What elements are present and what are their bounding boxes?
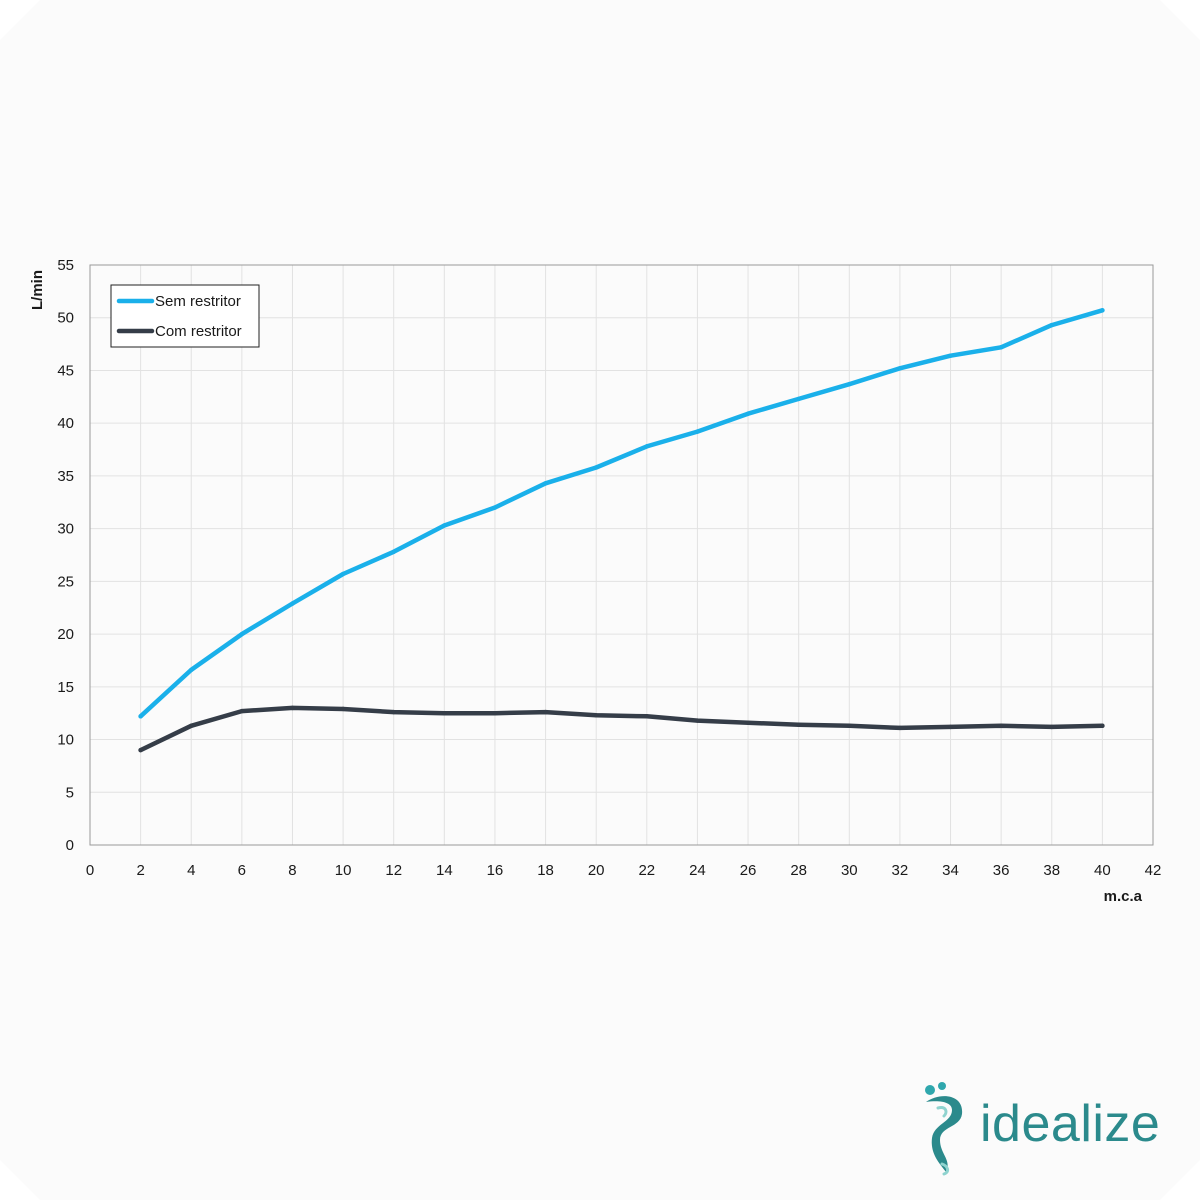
data-point [1049,724,1054,730]
data-point [138,747,143,753]
legend-label-com-restritor: Com restritor [155,323,242,340]
data-point [644,714,650,719]
data-point [847,723,852,729]
data-point [239,708,245,714]
y-axis-tick-labels: 0 5 10 15 20 25 30 35 40 45 50 55 [57,257,74,854]
data-point [998,723,1004,729]
data-point [745,411,751,416]
x-tick-label: 2 [136,862,144,879]
brand-name: idealize [980,1095,1161,1153]
y-tick-label: 10 [57,732,74,749]
x-tick-label: 38 [1043,862,1060,879]
y-tick-label: 55 [57,257,74,274]
chart-grid [89,264,1154,846]
legend-box [110,284,260,348]
x-tick-label: 22 [638,862,655,879]
series-line-com-restritor [138,705,1105,753]
y-tick-label: 35 [57,468,74,485]
y-tick-label: 0 [66,837,74,854]
data-point [998,345,1004,350]
data-point [492,505,498,510]
data-point [695,718,700,723]
data-point [543,709,548,715]
data-point [239,631,245,637]
x-tick-label: 0 [86,862,94,879]
x-tick-label: 34 [942,862,959,879]
data-point [290,601,295,606]
data-point [1100,723,1105,729]
x-tick-label: 36 [993,862,1010,879]
data-point [290,705,295,711]
chart-series [138,308,1105,753]
x-tick-label: 24 [689,862,706,879]
y-tick-label: 25 [57,573,74,590]
x-tick-label: 30 [841,862,858,879]
data-point [442,710,447,716]
data-point [391,709,396,715]
x-tick-label: 8 [288,862,296,879]
y-tick-label: 40 [57,415,74,432]
data-point [340,706,346,712]
data-point [948,724,953,730]
data-point [644,444,650,449]
x-tick-label: 20 [588,862,605,879]
data-point [897,725,903,731]
x-tick-label: 4 [187,862,195,879]
plot-area-frame [89,264,1154,846]
brand-logo: idealize [918,1080,1160,1176]
chart-legend: Sem restritor Com restritor [110,284,260,348]
data-point [897,366,903,371]
y-tick-label: 45 [57,362,74,379]
data-point [593,713,599,718]
data-point [745,720,751,725]
x-tick-label: 32 [892,862,909,879]
data-point [138,714,143,719]
y-axis-title: L/min [29,270,46,310]
x-tick-label: 28 [790,862,807,879]
data-point [543,481,548,486]
data-point [340,571,346,577]
data-point [189,667,194,673]
x-axis-title: m.c.a [1104,888,1143,905]
data-point [796,396,801,402]
x-tick-label: 16 [487,862,504,879]
data-point [391,549,396,555]
x-tick-label: 42 [1145,862,1162,879]
x-tick-label: 26 [740,862,757,879]
data-point [1049,322,1054,328]
x-tick-label: 18 [537,862,554,879]
x-tick-label: 12 [385,862,402,879]
data-point [948,353,953,358]
y-tick-label: 20 [57,626,74,643]
y-tick-label: 5 [66,784,74,801]
seahorse-logo-icon [925,1082,963,1176]
x-tick-label: 14 [436,862,453,879]
y-tick-label: 50 [57,310,74,327]
data-point [695,429,700,434]
data-point [593,465,599,470]
series-line-sem-restritor [138,308,1105,719]
x-axis-tick-labels: 0 2 4 6 8 10 12 14 16 18 20 22 24 26 28 30 32 34 36 38 40 42 [86,862,1162,879]
data-point [1100,308,1105,313]
data-point [847,381,852,387]
data-point [796,722,801,727]
y-tick-label: 30 [57,521,74,538]
x-tick-label: 6 [238,862,246,879]
x-tick-label: 10 [335,862,352,879]
data-point [492,710,498,716]
legend-label-sem-restritor: Sem restritor [155,293,241,310]
data-point [189,723,194,729]
data-point [442,523,447,528]
x-tick-label: 40 [1094,862,1111,879]
y-tick-label: 15 [57,679,74,696]
